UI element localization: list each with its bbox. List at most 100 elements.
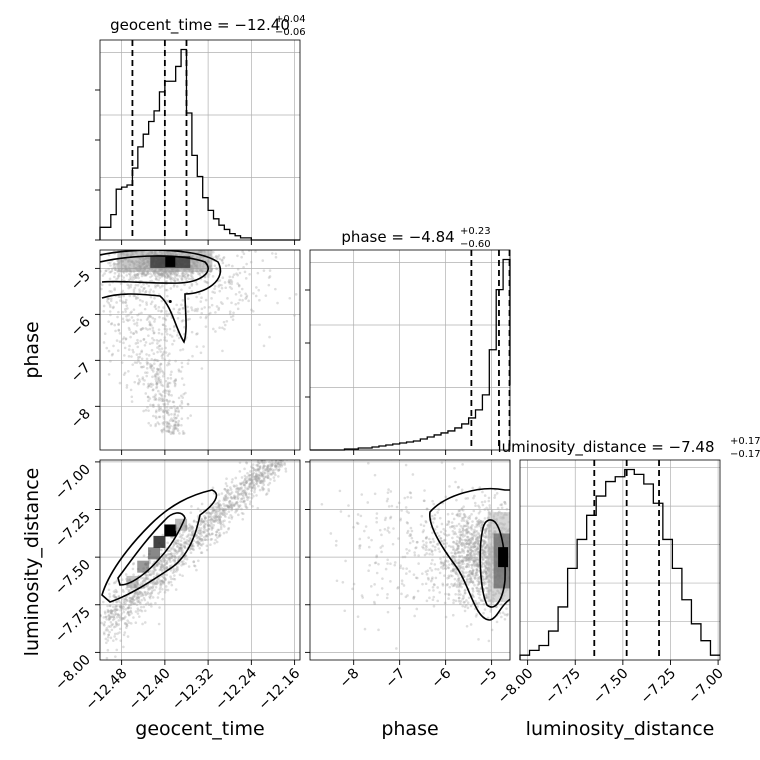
- sample-point: [228, 520, 231, 524]
- sample-point: [178, 546, 182, 550]
- sample-point: [245, 460, 248, 464]
- sample-point: [160, 347, 164, 350]
- histogram-step: [99, 48, 300, 241]
- sample-point: [272, 435, 275, 438]
- sample-point: [516, 599, 519, 602]
- sample-point: [149, 315, 153, 318]
- sample-point: [457, 550, 461, 554]
- sample-point: [477, 539, 480, 543]
- sample-point: [162, 350, 166, 354]
- sample-point: [118, 340, 122, 344]
- sample-point: [122, 645, 125, 649]
- sample-point: [162, 415, 165, 418]
- sample-point: [161, 587, 164, 591]
- title-geocent-time-upper: +0.04: [275, 14, 306, 25]
- sample-point: [162, 402, 165, 406]
- sample-point: [253, 486, 257, 490]
- sample-point: [257, 288, 261, 292]
- sample-point: [136, 592, 139, 595]
- sample-point: [192, 560, 195, 564]
- sample-point: [466, 530, 470, 533]
- sample-point: [461, 538, 464, 542]
- sample-point: [445, 534, 449, 537]
- sample-point: [173, 555, 176, 558]
- sample-point: [199, 551, 203, 554]
- sample-point: [475, 564, 479, 568]
- sample-point: [114, 268, 118, 272]
- sample-point: [161, 352, 165, 356]
- sample-point: [163, 394, 167, 398]
- sample-point: [159, 378, 162, 382]
- sample-point: [226, 504, 229, 507]
- sample-point: [167, 429, 171, 433]
- sample-point: [150, 357, 154, 361]
- sample-point: [162, 390, 165, 394]
- sample-point: [137, 359, 140, 363]
- sample-point: [154, 568, 157, 572]
- sample-point: [271, 463, 274, 467]
- sample-point: [94, 271, 97, 274]
- sample-point: [175, 285, 179, 288]
- sample-point: [195, 282, 199, 286]
- sample-point: [228, 312, 232, 316]
- sample-point: [431, 598, 435, 602]
- sample-point: [514, 555, 517, 558]
- sample-point: [214, 508, 217, 512]
- sample-point: [198, 246, 201, 249]
- sample-point: [114, 595, 117, 599]
- sample-point: [124, 597, 127, 601]
- sample-point: [130, 600, 134, 604]
- sample-point: [106, 297, 110, 300]
- sample-point: [180, 272, 184, 276]
- sample-point: [197, 272, 200, 276]
- sample-point: [216, 528, 220, 532]
- sample-point: [252, 468, 256, 471]
- sample-point: [481, 578, 485, 581]
- sample-point: [262, 470, 265, 473]
- sample-point: [155, 382, 158, 386]
- sample-point: [469, 580, 473, 583]
- sample-point: [445, 523, 449, 527]
- sample-point: [528, 570, 531, 573]
- sample-point: [176, 414, 180, 417]
- sample-point: [180, 361, 184, 365]
- sample-point: [513, 541, 516, 544]
- sample-point: [451, 568, 455, 572]
- sample-point: [254, 478, 258, 481]
- sample-point: [444, 529, 447, 533]
- sample-point: [480, 500, 484, 504]
- sample-point: [179, 370, 183, 373]
- sample-point: [165, 288, 169, 292]
- sample-point: [166, 274, 170, 277]
- sample-point: [460, 585, 463, 589]
- sample-point: [475, 523, 479, 526]
- sample-point: [125, 622, 129, 626]
- sample-point: [257, 468, 260, 471]
- sample-point: [528, 544, 531, 547]
- sample-point: [191, 544, 194, 548]
- sample-point: [125, 274, 129, 277]
- sample-point: [124, 597, 127, 601]
- sample-point: [181, 307, 185, 310]
- sample-point: [166, 276, 170, 279]
- sample-point: [164, 288, 167, 292]
- sample-point: [165, 339, 169, 343]
- sample-point: [188, 538, 192, 542]
- sample-point: [144, 290, 148, 293]
- sample-point: [171, 276, 174, 280]
- sample-point: [212, 508, 216, 512]
- sample-point: [175, 236, 178, 239]
- sample-point: [523, 572, 526, 575]
- sample-point: [469, 548, 472, 552]
- sample-point: [287, 454, 290, 457]
- sample-point: [240, 486, 243, 489]
- sample-point: [154, 393, 157, 396]
- sample-point: [145, 246, 148, 249]
- sample-point: [112, 581, 116, 585]
- sample-point: [100, 621, 103, 625]
- sample-point: [159, 408, 162, 411]
- sample-point: [225, 498, 229, 501]
- sample-point: [210, 512, 213, 515]
- sample-point: [513, 589, 516, 592]
- sample-point: [468, 541, 472, 545]
